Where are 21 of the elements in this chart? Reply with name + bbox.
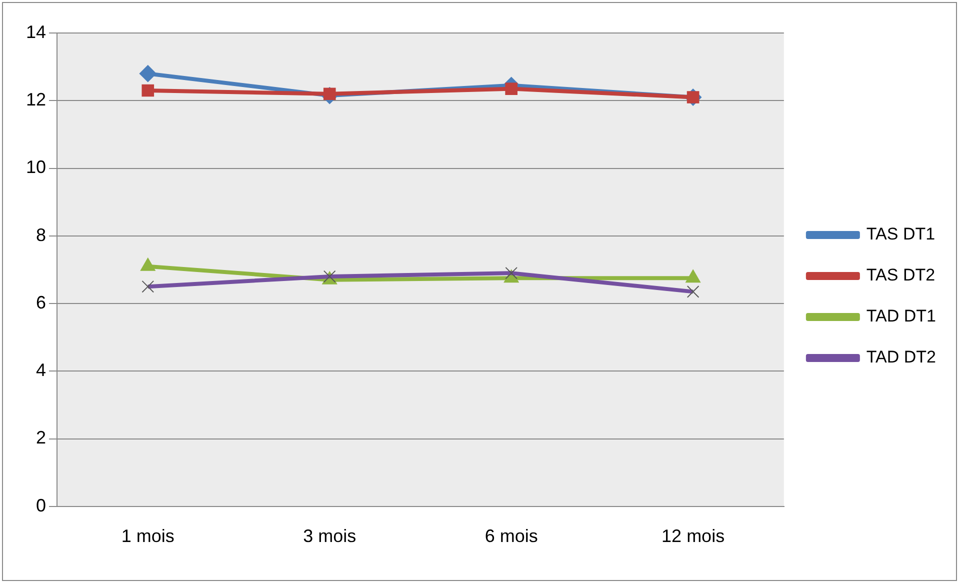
y-tick-label: 14 xyxy=(26,22,46,42)
y-tick-label: 10 xyxy=(26,157,46,178)
y-tick-label: 0 xyxy=(36,495,46,516)
y-tick-label: 4 xyxy=(36,360,46,380)
legend-label: TAS DT2 xyxy=(866,266,936,285)
legend-label: TAD DT2 xyxy=(866,348,936,367)
y-tick-label: 2 xyxy=(36,428,46,448)
point xyxy=(505,82,518,95)
y-tick-label: 6 xyxy=(36,292,46,312)
x-tick-label: 1 mois xyxy=(121,526,174,546)
legend-label: TAS DT1 xyxy=(866,224,936,244)
point xyxy=(139,65,156,82)
x-tick-label: 12 mois xyxy=(662,526,725,546)
y-tick-label: 12 xyxy=(26,90,46,110)
point xyxy=(142,84,154,97)
x-tick-label: 3 mois xyxy=(303,526,356,546)
y-tick-label: 8 xyxy=(36,224,46,245)
x-tick-label: 6 mois xyxy=(484,526,538,546)
point xyxy=(140,258,156,271)
legend-label: TAD DT1 xyxy=(866,306,936,326)
point xyxy=(686,270,700,283)
